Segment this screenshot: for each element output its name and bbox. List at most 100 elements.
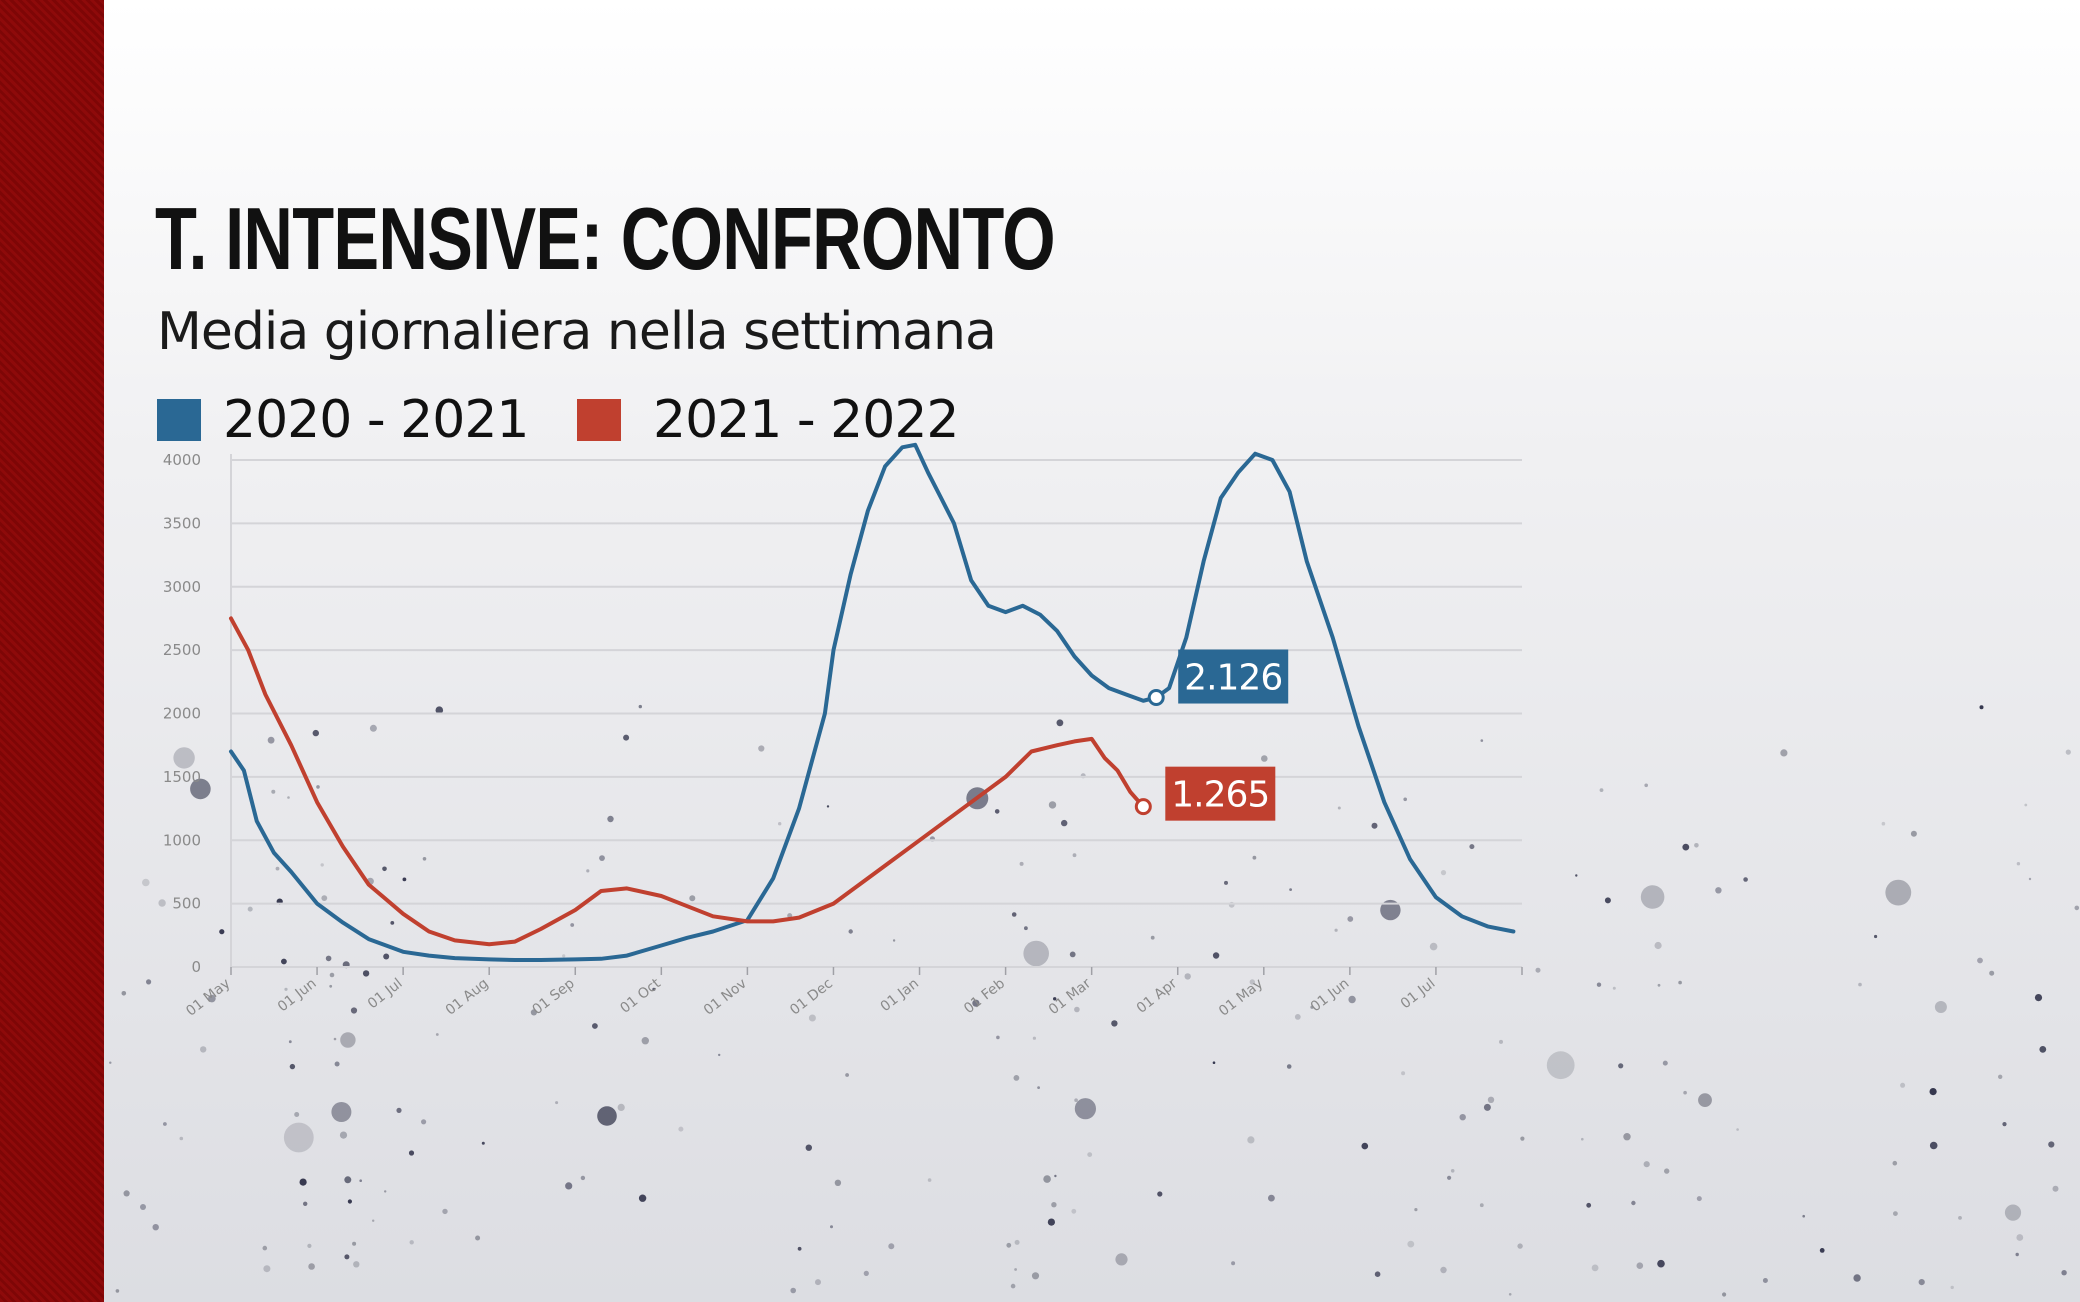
- decorative-dot: [778, 822, 782, 826]
- decorative-dot: [1722, 1292, 1727, 1297]
- decorative-dot: [1535, 967, 1541, 973]
- decorative-dot: [307, 1243, 312, 1248]
- decorative-dot: [607, 815, 614, 823]
- decorative-dot: [329, 972, 335, 978]
- decorative-dot: [2061, 1270, 2067, 1276]
- decorative-dot: [1032, 1036, 1036, 1040]
- decorative-dot: [1013, 1075, 1020, 1081]
- decorative-dot: [1480, 739, 1484, 742]
- decorative-dot: [2048, 1141, 2055, 1148]
- decorative-dot: [1231, 1261, 1236, 1266]
- decorative-dot: [1289, 888, 1292, 891]
- decorative-dot: [146, 979, 152, 985]
- decorative-dot: [289, 1063, 296, 1070]
- decorative-dot: [996, 1035, 1000, 1040]
- decorative-dot: [1212, 1061, 1216, 1064]
- decorative-dot: [1429, 942, 1438, 951]
- decorative-dot: [1069, 951, 1076, 958]
- decorative-dot: [1249, 979, 1256, 985]
- decorative-dot: [1061, 819, 1068, 827]
- decorative-dot: [1053, 997, 1057, 1001]
- decorative-dot: [2015, 1252, 2019, 1257]
- decorative-dot: [2065, 749, 2071, 755]
- decorative-dot: [339, 1131, 348, 1139]
- decorative-dot: [1212, 952, 1220, 959]
- decorative-dot: [790, 1287, 796, 1294]
- decorative-dot: [815, 1279, 821, 1286]
- decorative-dot: [329, 984, 333, 988]
- decorative-dot: [179, 1136, 184, 1141]
- decorative-dot: [1715, 887, 1722, 894]
- decorative-dot: [325, 955, 332, 962]
- decorative-dot: [652, 987, 656, 991]
- decorative-dot: [219, 929, 225, 935]
- decorative-dot: [2004, 1204, 2022, 1221]
- decorative-dot: [1440, 1266, 1447, 1274]
- decorative-dot: [994, 809, 1000, 814]
- decorative-dot: [262, 1245, 268, 1251]
- decorative-dot: [1958, 1216, 1962, 1220]
- decorative-dot: [1014, 1239, 1020, 1245]
- y-tick-label: 3000: [163, 578, 201, 596]
- decorative-dot: [142, 878, 150, 887]
- annotation-box: [1165, 766, 1276, 821]
- x-tick-label: 01 Jul: [1398, 976, 1439, 1013]
- decorative-dot: [384, 1190, 387, 1193]
- decorative-dot: [689, 895, 696, 902]
- decorative-dot: [2052, 1185, 2059, 1192]
- decorative-dot: [1743, 877, 1748, 882]
- decorative-dot: [1014, 1268, 1017, 1271]
- decorative-dot: [1111, 1020, 1118, 1027]
- decorative-dot: [140, 1204, 146, 1210]
- decorative-dot: [1662, 1060, 1668, 1066]
- decorative-dot: [1459, 1114, 1466, 1121]
- decorative-dot: [267, 736, 275, 744]
- x-tick-label: 01 Apr: [1134, 975, 1181, 1016]
- decorative-dot: [2016, 862, 2021, 866]
- decorative-dot: [2024, 803, 2028, 807]
- decorative-dot: [1599, 788, 1604, 792]
- decorative-dot: [247, 906, 253, 912]
- decorative-dot: [173, 747, 195, 769]
- series-line-2020-2021: [229, 442, 1516, 962]
- decorative-dot: [1414, 1208, 1418, 1212]
- decorative-dot: [1252, 855, 1257, 860]
- decorative-dot: [1407, 1240, 1415, 1248]
- decorative-dot: [1031, 1272, 1040, 1280]
- decorative-dot: [1286, 1064, 1292, 1069]
- decorative-dot: [1520, 1136, 1525, 1141]
- decorative-dot: [1819, 1248, 1825, 1253]
- decorative-dot: [1802, 1214, 1805, 1218]
- decorative-dot: [1929, 1141, 1938, 1150]
- decorative-dot: [1334, 928, 1338, 932]
- decorative-dot: [1780, 749, 1788, 757]
- x-tick-label: 01 May: [183, 976, 233, 1020]
- decorative-dot: [1348, 995, 1356, 1004]
- y-tick-label: 500: [172, 895, 201, 913]
- decorative-dot: [435, 1033, 439, 1036]
- decorative-dot: [1023, 940, 1049, 967]
- decorative-dot: [678, 1126, 684, 1132]
- annotation-point: [1147, 689, 1165, 707]
- decorative-dot: [396, 1107, 402, 1113]
- decorative-dot: [299, 1178, 307, 1186]
- x-tick-label: 01 Feb: [961, 975, 1008, 1017]
- decorative-dot: [2002, 1122, 2007, 1127]
- decorative-dot: [334, 1061, 340, 1067]
- decorative-dot: [927, 1178, 932, 1182]
- decorative-dot: [1664, 1168, 1670, 1174]
- decorative-dot: [972, 999, 980, 1007]
- decorative-dot: [275, 866, 280, 871]
- decorative-dot: [284, 987, 288, 991]
- legend-swatch-2021-2022: [577, 399, 621, 441]
- decorative-dot: [562, 954, 566, 958]
- decorative-dot: [288, 1040, 292, 1044]
- decorative-dot: [308, 1263, 315, 1270]
- decorative-side-band: [0, 0, 104, 1302]
- decorative-dot: [1337, 806, 1341, 810]
- decorative-dot: [1581, 1137, 1584, 1141]
- decorative-dot: [623, 734, 630, 741]
- decorative-dot: [565, 1182, 573, 1190]
- x-tick-label: 01 Oct: [617, 975, 664, 1017]
